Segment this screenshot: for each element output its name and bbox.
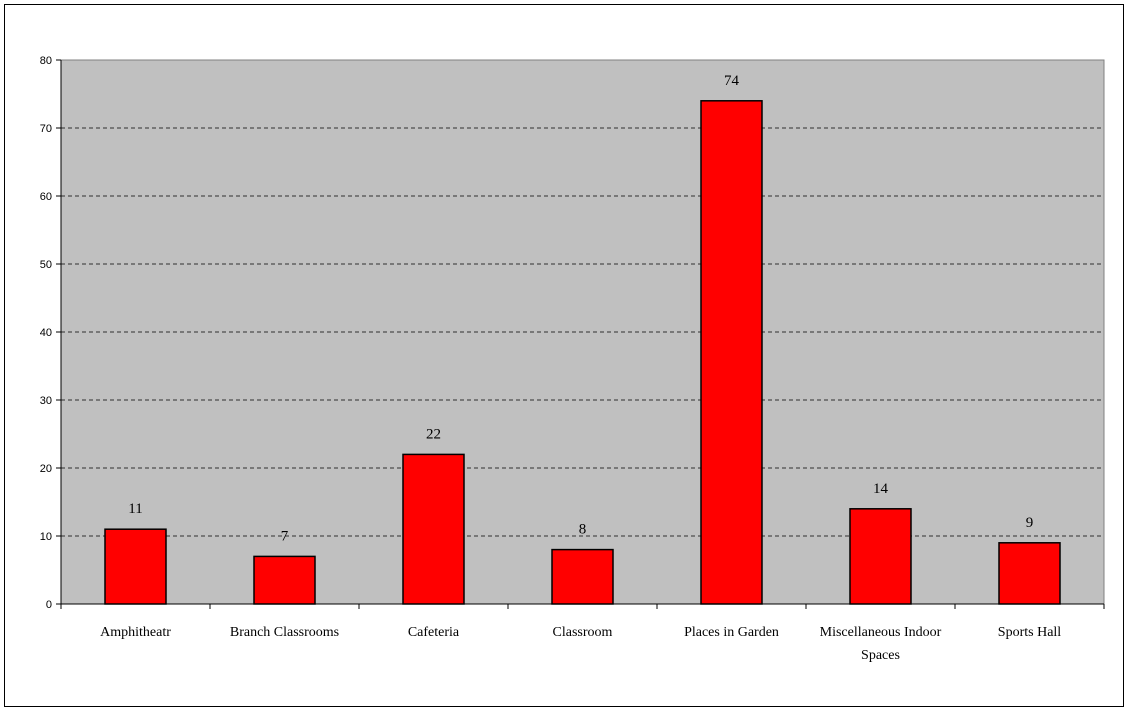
y-tick-label: 20 (40, 463, 52, 475)
x-axis-ticks: Amphitheatr Branch Classrooms Cafeteria Cla… (60, 604, 1105, 663)
x-tick-label: Cafeteria (408, 625, 460, 640)
y-tick-label: 10 (40, 531, 52, 543)
bar (551, 548, 614, 605)
y-tick-label: 70 (40, 123, 52, 135)
data-label: 7 (281, 528, 289, 544)
y-tick-label: 40 (40, 327, 52, 339)
x-tick-label: Sports Hall (998, 625, 1062, 640)
bar (849, 508, 912, 605)
y-tick-label: 50 (40, 259, 52, 271)
y-tick-label: 60 (40, 191, 52, 203)
y-tick-label: 0 (46, 599, 52, 611)
y-tick-label: 30 (40, 395, 52, 407)
data-label: 22 (426, 426, 441, 442)
x-tick-label: Amphitheatr (100, 625, 171, 640)
gridlines (61, 127, 1104, 537)
data-label: 14 (873, 481, 889, 497)
data-label: 11 (128, 501, 142, 517)
bars (104, 100, 1061, 605)
y-tick-label: 80 (40, 55, 52, 67)
bar (998, 542, 1061, 605)
x-tick-label: Miscellaneous Indoor Spaces (820, 625, 942, 663)
x-tick-label: Classroom (553, 625, 613, 640)
bar (253, 555, 316, 605)
x-tick-label: Places in Garden (684, 625, 779, 640)
x-tick-label: Branch Classrooms (230, 625, 339, 640)
bar (402, 453, 465, 605)
data-labels: 11 7 22 8 74 14 9 (128, 73, 1033, 545)
data-label: 9 (1026, 515, 1034, 531)
y-axis-ticks: 0 10 20 30 40 50 60 70 80 (40, 55, 61, 611)
bar (700, 100, 763, 605)
bar (104, 528, 167, 605)
data-label: 74 (724, 73, 740, 89)
data-label: 8 (579, 522, 587, 538)
